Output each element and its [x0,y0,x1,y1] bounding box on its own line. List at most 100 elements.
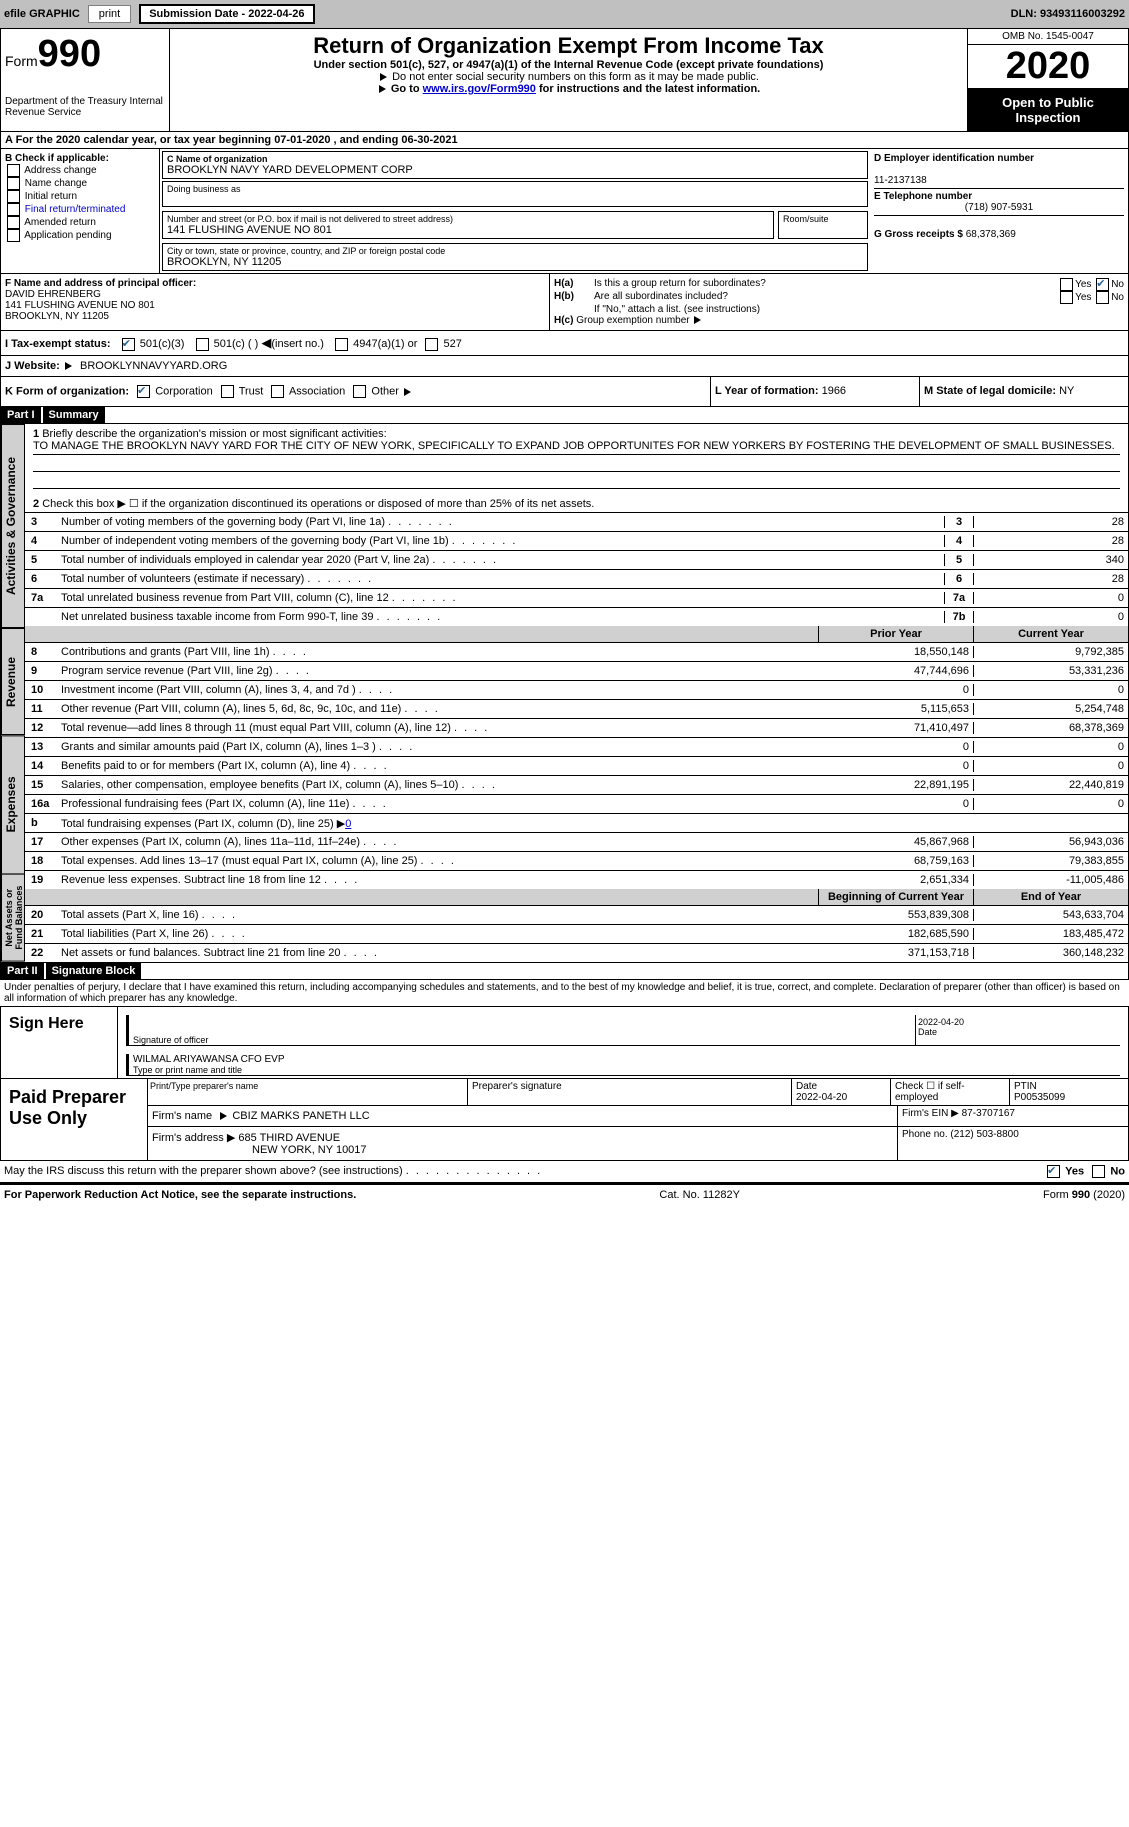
irs-link[interactable]: www.irs.gov/Form990 [423,83,536,95]
note-goto-post: for instructions and the latest informat… [536,83,760,95]
discuss-yes-checkbox[interactable] [1047,1165,1060,1178]
period-line: A For the 2020 calendar year, or tax yea… [0,132,1129,149]
section-i: I Tax-exempt status: 501(c)(3) 501(c) ( … [0,331,1129,356]
fundraising-link[interactable]: 0 [345,818,351,830]
hb-yes-checkbox[interactable] [1060,291,1073,304]
hdr-eoy: End of Year [973,889,1128,905]
prep-name-hdr: Print/Type preparer's name [148,1079,467,1105]
k-corp-checkbox[interactable] [137,385,150,398]
k-assoc-checkbox[interactable] [271,385,284,398]
year-formation: 1966 [822,385,846,397]
form-word: Form [5,53,38,69]
vert-expenses: Expenses [1,735,25,874]
net-header-row: Beginning of Current Year End of Year [25,889,1128,905]
print-button[interactable]: print [88,5,131,23]
f-label: F Name and address of principal officer: [5,278,196,289]
form-subtitle: Under section 501(c), 527, or 4947(a)(1)… [174,59,963,71]
prep-sig-hdr: Preparer's signature [467,1079,791,1105]
phone-value: (718) 907-5931 [874,202,1124,213]
e-label: E Telephone number [874,191,972,202]
checkbox-final-return[interactable] [7,203,20,216]
m-label: M State of legal domicile: [924,385,1056,397]
form-id-col: Form990 Department of the Treasury Inter… [1,29,170,131]
summary-row: 5 Total number of individuals employed i… [25,550,1128,569]
i-501c3: 501(c)(3) [140,338,185,350]
note-ssn: Do not enter social security numbers on … [392,71,759,83]
checkbox-name-change[interactable] [7,177,20,190]
mission-text: TO MANAGE THE BROOKLYN NAVY YARD FOR THE… [33,440,1115,452]
opt-amended: Amended return [24,217,96,228]
footer-left: For Paperwork Reduction Act Notice, see … [4,1189,356,1201]
sign-here-block: Sign Here Signature of officer 2022-04-2… [0,1006,1129,1079]
q1-num: 1 [33,428,39,440]
g-label: G Gross receipts $ [874,229,963,240]
summary-row: 22 Net assets or fund balances. Subtract… [25,943,1128,962]
l-label: L Year of formation: [715,385,819,397]
section-j: J Website: BROOKLYNNAVYYARD.ORG [0,356,1129,377]
j-label: J Website: [5,360,60,372]
city-state-zip: BROOKLYN, NY 11205 [167,256,863,268]
hb-no-checkbox[interactable] [1096,291,1109,304]
org-name: BROOKLYN NAVY YARD DEVELOPMENT CORP [167,164,863,176]
summary-row: 10 Investment income (Part VIII, column … [25,680,1128,699]
discuss-no: No [1110,1165,1125,1177]
part1-label: Part I [1,407,41,423]
c-label: C Name of organization [167,154,268,164]
submission-date: Submission Date - 2022-04-26 [139,4,314,24]
state-domicile: NY [1059,385,1074,397]
b-label: B Check if applicable: [5,153,109,164]
k-trust-checkbox[interactable] [221,385,234,398]
note-goto-pre: Go to [391,83,423,95]
triangle-icon [220,1112,227,1120]
prep-selfemp: Check ☐ if self-employed [890,1079,1009,1105]
i-4947-checkbox[interactable] [335,338,348,351]
section-c: C Name of organization BROOKLYN NAVY YAR… [160,149,870,273]
hb-note: If "No," attach a list. (see instruction… [554,304,1124,315]
firm-addr-label: Firm's address ▶ [152,1132,235,1144]
officer-addr2: BROOKLYN, NY 11205 [5,311,109,322]
form-header: Form990 Department of the Treasury Inter… [0,28,1129,132]
ptin-val: P00535099 [1014,1092,1065,1103]
sig-date-label: Date [918,1027,1118,1037]
website-value: BROOKLYNNAVYYARD.ORG [80,360,227,372]
i-501c-checkbox[interactable] [196,338,209,351]
part1-header: Part ISummary [0,407,1129,424]
i-label: I Tax-exempt status: [5,338,111,350]
firm-phone-label: Phone no. [902,1129,948,1140]
addr-label: Number and street (or P.O. box if mail i… [167,214,769,224]
gross-receipts: 68,378,369 [966,229,1016,240]
hc-label: Group exemption number [576,315,689,326]
section-h: H(a) Is this a group return for subordin… [550,274,1128,330]
opt-name-change: Name change [25,178,87,189]
summary-row: 8 Contributions and grants (Part VIII, l… [25,642,1128,661]
k-other-checkbox[interactable] [353,385,366,398]
ha-no-checkbox[interactable] [1096,278,1109,291]
k-other: Other [371,385,399,397]
firm-addr1: 685 THIRD AVENUE [238,1132,340,1144]
checkbox-initial-return[interactable] [7,190,20,203]
vert-activities: Activities & Governance [1,424,25,628]
ha-yes-checkbox[interactable] [1060,278,1073,291]
summary-row: 20 Total assets (Part X, line 16) . . . … [25,905,1128,924]
k-trust: Trust [239,385,264,397]
checkbox-address-change[interactable] [7,164,20,177]
sections-bcdefg: B Check if applicable: Address change Na… [0,149,1129,274]
i-501c3-checkbox[interactable] [122,338,135,351]
i-527-checkbox[interactable] [425,338,438,351]
k-label: K Form of organization: [5,385,129,397]
officer-name: DAVID EHRENBERG [5,289,101,300]
checkbox-app-pending[interactable] [7,229,20,242]
discuss-question: May the IRS discuss this return with the… [4,1165,403,1177]
triangle-icon [380,73,387,81]
part1-body: Activities & Governance Revenue Expenses… [0,424,1129,963]
summary-row: 7a Total unrelated business revenue from… [25,588,1128,607]
discuss-no-checkbox[interactable] [1092,1165,1105,1178]
checkbox-amended[interactable] [7,216,20,229]
opt-app-pending: Application pending [24,230,111,241]
hb-question: Are all subordinates included? [594,291,1058,304]
triangle-icon [379,85,386,93]
hdr-prior: Prior Year [818,626,973,642]
room-label: Room/suite [783,214,863,224]
firm-ein: 87-3707167 [962,1108,1015,1119]
summary-row: 14 Benefits paid to or for members (Part… [25,756,1128,775]
